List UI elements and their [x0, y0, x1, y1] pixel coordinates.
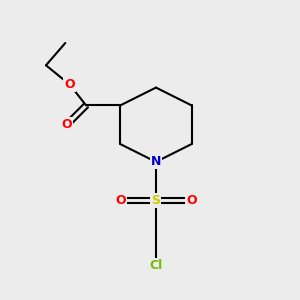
- Text: N: N: [151, 155, 161, 168]
- Text: O: O: [186, 194, 197, 207]
- Text: O: O: [115, 194, 126, 207]
- Text: O: O: [64, 78, 75, 91]
- Text: O: O: [61, 118, 72, 131]
- Text: Cl: Cl: [149, 260, 163, 272]
- Text: S: S: [152, 194, 160, 207]
